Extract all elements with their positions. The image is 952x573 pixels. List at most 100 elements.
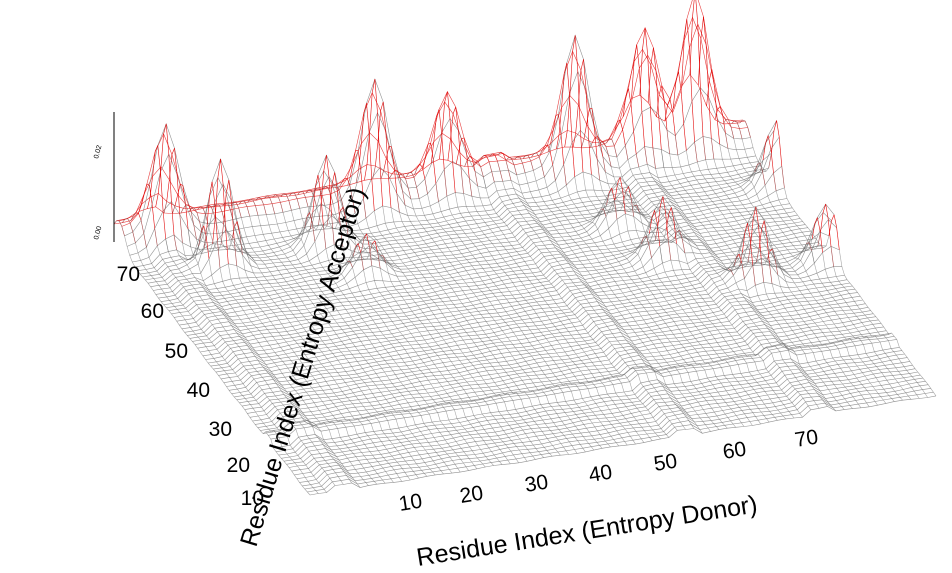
mesh-segment bbox=[305, 189, 309, 194]
mesh-segment bbox=[620, 344, 624, 348]
mesh-segment bbox=[486, 444, 490, 449]
mesh-segment bbox=[615, 197, 619, 202]
mesh-segment bbox=[460, 166, 464, 194]
mesh-segment bbox=[815, 360, 819, 365]
mesh-segment bbox=[548, 280, 552, 285]
mesh-segment bbox=[498, 349, 502, 354]
mesh-segment bbox=[413, 408, 416, 411]
mesh-segment bbox=[638, 182, 642, 187]
mesh-segment bbox=[373, 308, 377, 313]
mesh-segment bbox=[627, 249, 631, 252]
mesh-segment bbox=[311, 338, 315, 342]
mesh-segment bbox=[498, 338, 503, 343]
mesh-segment bbox=[518, 389, 522, 394]
mesh-segment bbox=[395, 313, 399, 318]
mesh-segment bbox=[568, 258, 572, 263]
mesh-segment bbox=[487, 275, 492, 280]
mesh-segment bbox=[325, 270, 329, 274]
mesh-segment bbox=[328, 260, 332, 267]
mesh-segment bbox=[199, 283, 204, 288]
mesh-segment bbox=[650, 47, 654, 66]
mesh-segment bbox=[470, 239, 474, 244]
mesh-segment bbox=[324, 404, 328, 409]
mesh-segment bbox=[293, 406, 298, 411]
mesh-segment bbox=[738, 355, 742, 358]
mesh-segment bbox=[270, 439, 274, 449]
mesh-segment bbox=[450, 434, 454, 439]
mesh-segment bbox=[636, 230, 640, 239]
mesh-segment bbox=[526, 288, 530, 293]
mesh-segment bbox=[317, 437, 321, 442]
mesh-segment bbox=[497, 373, 501, 378]
mesh-segment bbox=[705, 362, 709, 365]
mesh-segment bbox=[657, 313, 661, 317]
mesh-segment bbox=[163, 201, 167, 214]
mesh-segment bbox=[686, 221, 690, 226]
mesh-segment bbox=[571, 391, 575, 401]
mesh-segment bbox=[541, 370, 545, 375]
mesh-segment bbox=[520, 354, 524, 359]
mesh-segment bbox=[619, 168, 623, 177]
mesh-segment bbox=[338, 287, 342, 292]
mesh-segment bbox=[365, 349, 370, 353]
mesh-segment bbox=[382, 467, 386, 472]
mesh-segment bbox=[663, 431, 667, 435]
mesh-segment bbox=[472, 255, 476, 259]
mesh-segment bbox=[180, 283, 184, 288]
mesh-segment bbox=[143, 265, 147, 270]
mesh-segment bbox=[725, 402, 729, 406]
mesh-segment bbox=[396, 193, 400, 213]
mesh-segment bbox=[657, 325, 661, 329]
mesh-segment bbox=[565, 205, 569, 210]
mesh-segment bbox=[370, 243, 374, 248]
mesh-segment bbox=[415, 474, 419, 479]
mesh-segment bbox=[407, 476, 411, 481]
mesh-segment bbox=[675, 208, 679, 213]
mesh-segment bbox=[556, 229, 560, 234]
mesh-segment bbox=[596, 196, 600, 201]
mesh-segment bbox=[328, 446, 332, 451]
mesh-segment bbox=[715, 315, 719, 320]
mesh-segment bbox=[602, 241, 606, 246]
mesh-segment bbox=[455, 391, 459, 396]
mesh-segment bbox=[469, 312, 473, 316]
mesh-segment bbox=[619, 355, 623, 360]
mesh-segment bbox=[280, 390, 285, 395]
mesh-segment bbox=[456, 430, 460, 434]
mesh-segment bbox=[343, 294, 347, 299]
mesh-line-y bbox=[302, 384, 929, 487]
mesh-segment bbox=[405, 398, 409, 403]
mesh-segment bbox=[359, 304, 363, 308]
mesh-segment bbox=[607, 315, 611, 319]
mesh-segment bbox=[501, 341, 505, 346]
mesh-segment bbox=[611, 138, 615, 147]
mesh-segment bbox=[592, 339, 596, 343]
mesh-segment bbox=[257, 359, 261, 364]
mesh-segment bbox=[656, 274, 660, 279]
mesh-segment bbox=[404, 362, 408, 366]
mesh-segment bbox=[633, 305, 637, 309]
mesh-segment bbox=[763, 282, 767, 295]
mesh-segment bbox=[391, 333, 395, 338]
mesh-segment bbox=[316, 344, 320, 349]
mesh-segment bbox=[238, 302, 242, 307]
mesh-segment bbox=[450, 361, 455, 366]
mesh-segment bbox=[641, 292, 645, 297]
mesh-segment bbox=[256, 327, 260, 331]
mesh-segment bbox=[625, 350, 629, 354]
mesh-segment bbox=[556, 273, 560, 277]
mesh-line-y bbox=[223, 282, 850, 383]
mesh-segment bbox=[612, 321, 616, 325]
mesh-segment bbox=[590, 381, 594, 385]
mesh-segment bbox=[647, 299, 651, 304]
mesh-segment bbox=[734, 254, 738, 259]
mesh-segment bbox=[377, 112, 381, 168]
mesh-segment bbox=[216, 203, 220, 206]
mesh-segment bbox=[310, 484, 314, 488]
mesh-segment bbox=[742, 321, 746, 325]
mesh-segment bbox=[833, 397, 837, 401]
mesh-segment bbox=[397, 255, 401, 260]
mesh-segment bbox=[195, 333, 199, 338]
mesh-segment bbox=[551, 390, 555, 395]
mesh-segment bbox=[658, 210, 663, 214]
